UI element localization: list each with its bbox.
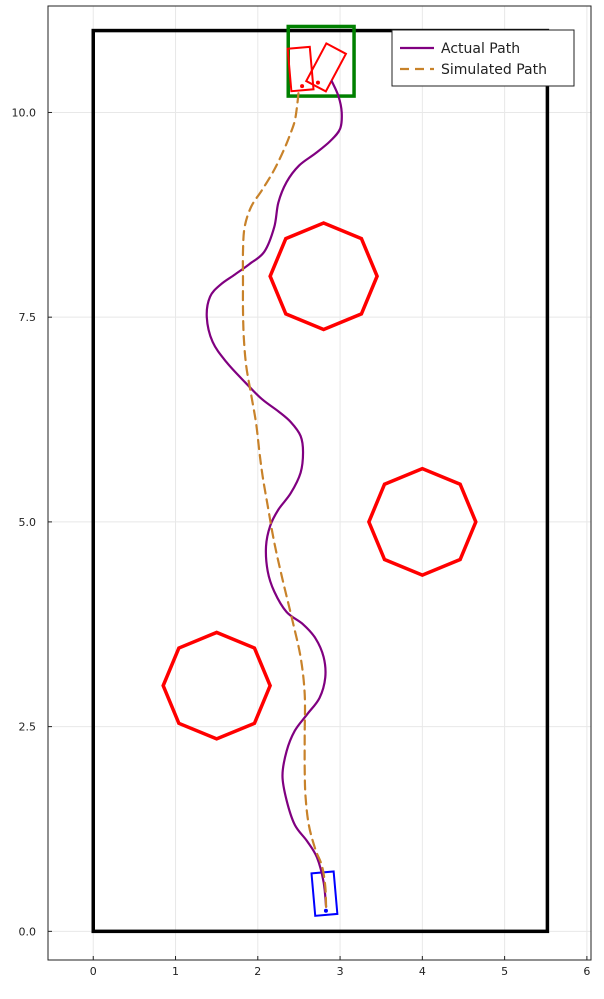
x-tick-label: 3 bbox=[337, 965, 344, 978]
axes: 0 1 2 3 4 5 6 0.0 2.5 5.0 7.5 10.0 bbox=[12, 5, 592, 978]
obstacle-octagon bbox=[161, 630, 273, 741]
final-vehicle-marker bbox=[315, 80, 320, 85]
plot-area bbox=[91, 24, 550, 934]
legend-box bbox=[391, 29, 575, 87]
start-vehicle-marker bbox=[323, 908, 328, 913]
goal-region bbox=[286, 24, 356, 98]
y-tick-label: 2.5 bbox=[19, 721, 37, 734]
x-tick-label: 1 bbox=[172, 965, 179, 978]
y-tick-label: 5.0 bbox=[19, 516, 37, 529]
y-tick-label: 7.5 bbox=[19, 311, 37, 324]
final-vehicle bbox=[286, 45, 315, 93]
x-tick-label: 5 bbox=[501, 965, 508, 978]
start-vehicle bbox=[310, 870, 339, 917]
legend: Actual Path Simulated Path bbox=[391, 29, 575, 87]
x-tick-label: 0 bbox=[90, 965, 97, 978]
actual-path-line bbox=[205, 80, 343, 908]
simulated-path-line bbox=[241, 86, 328, 908]
final-vehicle-marker bbox=[300, 84, 305, 89]
obstacle-octagon bbox=[268, 221, 379, 332]
final-vehicle bbox=[304, 42, 348, 93]
legend-label: Simulated Path bbox=[441, 62, 547, 78]
obstacle-octagon bbox=[366, 466, 478, 578]
series-layer bbox=[205, 80, 343, 908]
y-tick-label: 0.0 bbox=[19, 925, 37, 938]
boundary-rect bbox=[91, 28, 550, 934]
y-tick-label: 10.0 bbox=[12, 106, 37, 119]
x-tick-label: 6 bbox=[583, 965, 590, 978]
x-tick-label: 2 bbox=[254, 965, 261, 978]
plot-frame bbox=[47, 5, 592, 961]
legend-label: Actual Path bbox=[441, 41, 520, 57]
grid bbox=[48, 6, 591, 960]
x-tick-label: 4 bbox=[419, 965, 426, 978]
